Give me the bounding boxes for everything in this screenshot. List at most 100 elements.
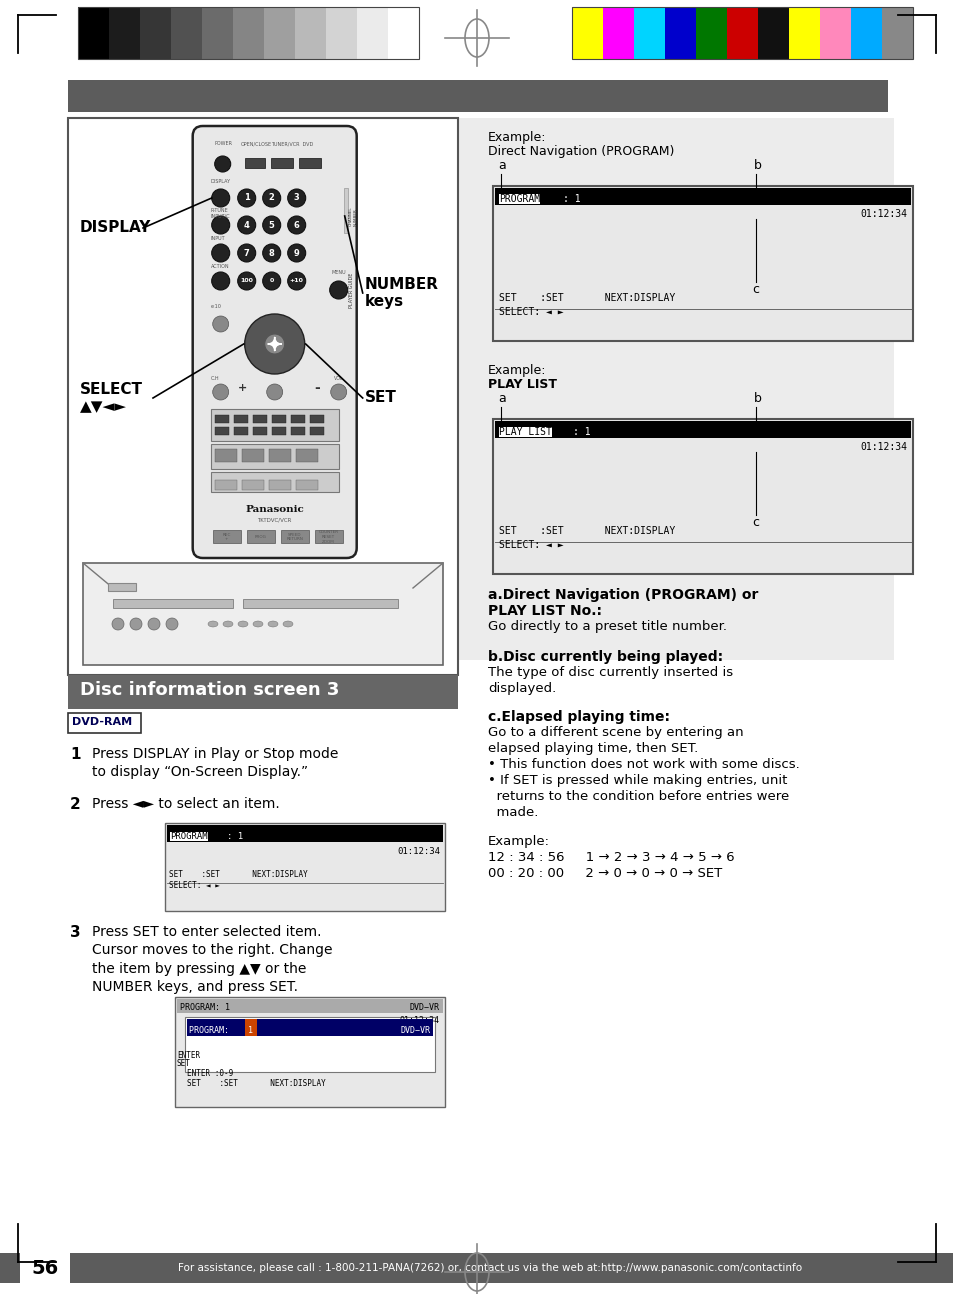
Text: elapsed playing time, then SET.: elapsed playing time, then SET.: [488, 741, 698, 754]
Text: : 1: : 1: [573, 427, 590, 437]
Text: PLAY LIST No.:: PLAY LIST No.:: [488, 604, 601, 619]
Circle shape: [330, 281, 347, 299]
Text: a.Direct Navigation (PROGRAM) or: a.Direct Navigation (PROGRAM) or: [488, 587, 758, 602]
Bar: [356, 6, 388, 60]
Text: REC
+: REC +: [222, 533, 231, 541]
Bar: [171, 6, 202, 60]
Text: PROG: PROG: [254, 534, 266, 540]
Circle shape: [212, 272, 230, 290]
Polygon shape: [457, 118, 893, 660]
Circle shape: [148, 619, 160, 630]
Text: SELECT
▲▼◄►: SELECT ▲▼◄►: [80, 382, 143, 414]
Bar: [493, 186, 912, 342]
Bar: [726, 6, 758, 60]
Text: PLAY LIST: PLAY LIST: [488, 378, 557, 391]
Text: displayed.: displayed.: [488, 682, 556, 695]
Text: SET    :SET       NEXT:DISPLAY: SET :SET NEXT:DISPLAY: [498, 525, 675, 536]
Circle shape: [244, 314, 304, 374]
Ellipse shape: [268, 621, 277, 628]
Text: • This function does not work with some discs.: • This function does not work with some …: [488, 758, 799, 771]
Text: Example:: Example:: [488, 131, 546, 144]
Text: 56: 56: [31, 1259, 58, 1277]
Text: SET    :SET       NEXT:DISPLAY: SET :SET NEXT:DISPLAY: [498, 292, 675, 303]
Bar: [788, 6, 820, 60]
Text: DVD−VR: DVD−VR: [400, 1026, 431, 1035]
Text: PROGRAM:: PROGRAM:: [189, 1026, 233, 1035]
Bar: [294, 6, 326, 60]
Bar: [271, 158, 293, 168]
Text: ACTION: ACTION: [211, 264, 229, 269]
Bar: [211, 444, 338, 468]
Text: c: c: [752, 516, 759, 529]
Ellipse shape: [208, 621, 218, 628]
Text: DISPLAY: DISPLAY: [80, 220, 152, 236]
Bar: [0, 1253, 953, 1282]
Bar: [20, 1253, 70, 1282]
Bar: [264, 6, 294, 60]
Text: : 1: : 1: [227, 832, 243, 841]
Bar: [177, 999, 442, 1013]
Text: Panasonic: Panasonic: [245, 506, 304, 515]
Bar: [572, 6, 602, 60]
Bar: [83, 563, 442, 665]
Circle shape: [267, 384, 282, 400]
Bar: [882, 6, 912, 60]
Circle shape: [264, 334, 284, 355]
Circle shape: [237, 189, 255, 207]
Text: PROGRAM: PROGRAM: [498, 194, 539, 204]
Text: 8: 8: [269, 248, 274, 258]
Text: ANGLE: ANGLE: [246, 483, 259, 487]
Bar: [241, 480, 263, 490]
Bar: [68, 675, 457, 709]
Bar: [247, 531, 274, 543]
FancyBboxPatch shape: [193, 126, 356, 558]
Bar: [185, 1017, 435, 1071]
Circle shape: [262, 216, 280, 234]
Text: R-TUNE: R-TUNE: [211, 208, 228, 214]
Text: DVD−VR: DVD−VR: [871, 427, 906, 437]
Text: CHANNEL
NUMBER: CHANNEL NUMBER: [349, 206, 357, 226]
Circle shape: [262, 189, 280, 207]
Circle shape: [262, 245, 280, 261]
Bar: [211, 409, 338, 441]
Text: Press DISPLAY in Play or Stop mode
to display “On-Screen Display.”: Press DISPLAY in Play or Stop mode to di…: [91, 747, 338, 779]
Text: e:10: e:10: [211, 304, 221, 309]
Bar: [495, 188, 910, 204]
Bar: [272, 427, 285, 435]
Text: SPEED
RETURN: SPEED RETURN: [286, 533, 303, 541]
Bar: [295, 449, 317, 462]
Text: 01:12:34: 01:12:34: [399, 1016, 439, 1025]
Text: c.Elapsed playing time:: c.Elapsed playing time:: [488, 710, 669, 725]
Bar: [310, 415, 323, 423]
Circle shape: [288, 189, 305, 207]
Text: NUMBER
keys: NUMBER keys: [364, 277, 438, 309]
Bar: [68, 118, 457, 675]
Bar: [253, 415, 267, 423]
Text: PROGRAM: 1: PROGRAM: 1: [180, 1003, 230, 1012]
Bar: [696, 6, 726, 60]
Bar: [245, 1018, 256, 1036]
Bar: [572, 6, 912, 60]
Text: a: a: [497, 159, 505, 172]
Text: C.H: C.H: [211, 377, 219, 380]
Circle shape: [288, 272, 305, 290]
Text: 01:12:34: 01:12:34: [859, 210, 906, 219]
Text: SET    :SET       NEXT:DISPLAY: SET :SET NEXT:DISPLAY: [187, 1079, 325, 1088]
Text: c: c: [752, 283, 759, 296]
Text: For assistance, please call : 1-800-211-PANA(7262) or, contact us via the web at: For assistance, please call : 1-800-211-…: [178, 1263, 801, 1273]
Bar: [253, 427, 267, 435]
Text: PROGRAM: PROGRAM: [170, 832, 208, 841]
Bar: [214, 480, 236, 490]
Circle shape: [130, 619, 142, 630]
Text: SELECT: ◄ ►: SELECT: ◄ ►: [498, 307, 563, 317]
Circle shape: [262, 272, 280, 290]
Text: 3: 3: [294, 194, 299, 202]
Text: 12 : 34 : 56     1 → 2 → 3 → 4 → 5 → 6: 12 : 34 : 56 1 → 2 → 3 → 4 → 5 → 6: [488, 851, 734, 864]
Text: MENU: MENU: [331, 270, 346, 276]
Bar: [602, 6, 634, 60]
Bar: [298, 158, 320, 168]
Circle shape: [166, 619, 178, 630]
Text: returns to the condition before entries were: returns to the condition before entries …: [488, 791, 788, 804]
Bar: [187, 1018, 433, 1036]
Text: 1: 1: [244, 194, 250, 202]
